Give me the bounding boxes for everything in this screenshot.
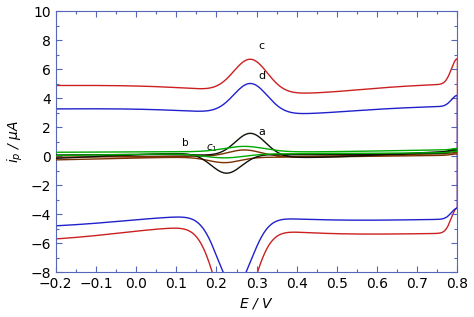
Text: b: b — [182, 138, 189, 148]
Text: a: a — [259, 127, 265, 137]
Text: $c_1$: $c_1$ — [206, 142, 218, 154]
X-axis label: $E$ / V: $E$ / V — [239, 296, 274, 311]
Y-axis label: $i_p$ / μA: $i_p$ / μA — [6, 120, 25, 163]
Text: c: c — [259, 42, 265, 51]
Text: d: d — [259, 71, 266, 81]
